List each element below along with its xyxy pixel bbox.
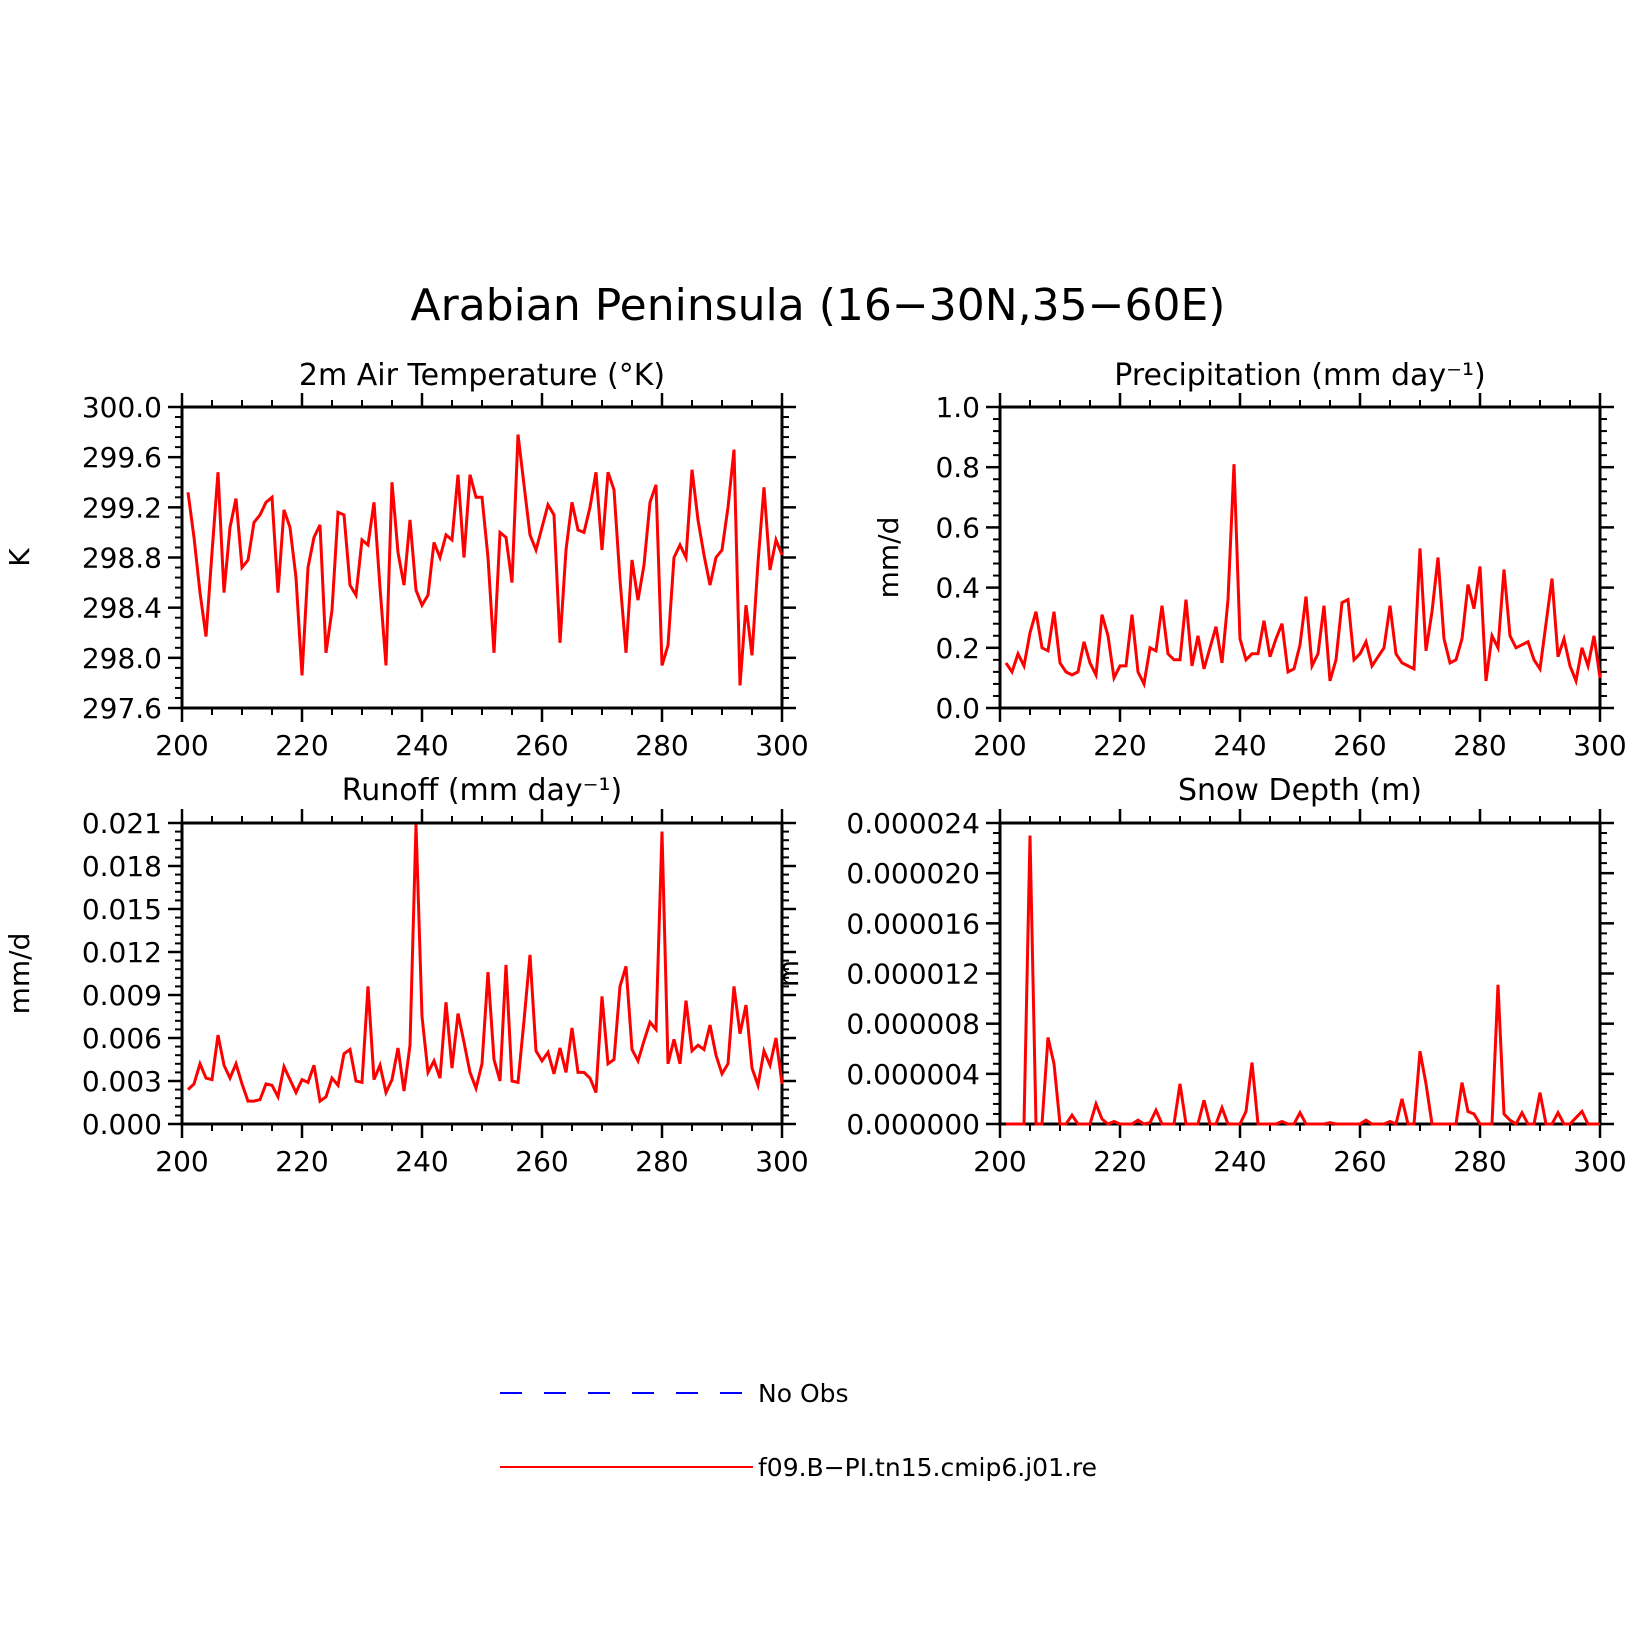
panel-title: 2m Air Temperature (°K) xyxy=(299,358,665,393)
plot-frame xyxy=(180,405,784,710)
x-tick-label: 200 xyxy=(155,729,208,762)
legend-label-model: f09.B−PI.tn15.cmip6.j01.re xyxy=(758,1453,1097,1482)
x-tick-label: 220 xyxy=(275,729,328,762)
y-tick-label: 0.0 xyxy=(935,692,980,725)
panel-title: Snow Depth (m) xyxy=(1178,773,1422,808)
y-tick-label: 297.6 xyxy=(82,692,162,725)
y-tick-label: 298.4 xyxy=(82,592,162,625)
x-tick-label: 280 xyxy=(1453,729,1506,762)
y-tick-label: 0.000020 xyxy=(846,857,980,890)
panel-2: Precipitation (mm day⁻¹) 0.0 0.2 0.4 0.6 0.8 1… xyxy=(872,358,1627,762)
y-tick-label: 0.000004 xyxy=(846,1058,980,1091)
plot-frame xyxy=(998,821,1602,1126)
y-tick-label: 0.8 xyxy=(935,451,980,484)
y-axis-label: mm/d xyxy=(872,517,905,599)
y-tick-label: 0.009 xyxy=(82,979,162,1012)
y-tick-label: 0.012 xyxy=(82,936,162,969)
x-tick-label: 300 xyxy=(1573,729,1626,762)
y-axis-label: K xyxy=(3,548,36,567)
panel-1: 2m Air Temperature (°K) 297.6 298.0 298.4 29… xyxy=(3,358,809,762)
plot-frame xyxy=(180,821,784,1126)
y-tick-label: 0.6 xyxy=(935,511,980,544)
series-line xyxy=(186,824,784,1104)
x-tick-label: 200 xyxy=(973,1145,1026,1178)
series-line xyxy=(1006,835,1600,1127)
y-tick-label: 298.0 xyxy=(82,642,162,675)
y-tick-label: 0.000 xyxy=(82,1108,162,1141)
x-tick-label: 260 xyxy=(515,729,568,762)
y-tick-label: 0.000016 xyxy=(846,907,980,940)
x-tick-label: 260 xyxy=(515,1145,568,1178)
y-tick-label: 0.000008 xyxy=(846,1008,980,1041)
panel-3: Runoff (mm day⁻¹) 0.000 0.003 0.006 0.009 0.0… xyxy=(3,773,809,1178)
y-tick-label: 0.015 xyxy=(82,893,162,926)
y-tick-label: 0.4 xyxy=(935,572,980,605)
figure-title: Arabian Peninsula (16−30N,35−60E) xyxy=(411,280,1226,331)
x-tick-label: 300 xyxy=(1573,1145,1626,1178)
x-tick-label: 240 xyxy=(395,729,448,762)
y-tick-label: 0.018 xyxy=(82,850,162,883)
x-tick-label: 200 xyxy=(973,729,1026,762)
y-tick-label: 0.000024 xyxy=(846,807,980,840)
x-tick-label: 260 xyxy=(1333,1145,1386,1178)
x-tick-label: 220 xyxy=(1093,729,1146,762)
x-tick-label: 240 xyxy=(1213,729,1266,762)
x-tick-label: 280 xyxy=(635,729,688,762)
y-tick-label: 0.021 xyxy=(82,807,162,840)
x-tick-label: 240 xyxy=(395,1145,448,1178)
x-tick-label: 200 xyxy=(155,1145,208,1178)
panel-title: Runoff (mm day⁻¹) xyxy=(342,773,623,808)
x-tick-label: 300 xyxy=(755,1145,808,1178)
y-tick-label: 300.0 xyxy=(82,391,162,424)
y-tick-label: 0.003 xyxy=(82,1065,162,1098)
y-axis-label: mm/d xyxy=(3,933,36,1015)
x-tick-label: 300 xyxy=(755,729,808,762)
y-tick-label: 0.006 xyxy=(82,1022,162,1055)
y-tick-label: 298.8 xyxy=(82,542,162,575)
x-tick-label: 220 xyxy=(1093,1145,1146,1178)
x-tick-label: 260 xyxy=(1333,729,1386,762)
panel-title: Precipitation (mm day⁻¹) xyxy=(1114,358,1485,393)
panel-4: Snow Depth (m) 0.000000 0.000004 0.000008 0.… xyxy=(772,773,1627,1178)
y-tick-label: 0.2 xyxy=(935,632,980,665)
y-tick-label: 0.000012 xyxy=(846,958,980,991)
x-tick-label: 280 xyxy=(1453,1145,1506,1178)
y-tick-label: 1.0 xyxy=(935,391,980,424)
series-line xyxy=(186,434,784,686)
series-line xyxy=(1004,464,1602,689)
y-tick-label: 299.2 xyxy=(82,491,162,524)
x-tick-label: 220 xyxy=(275,1145,328,1178)
y-tick-label: 299.6 xyxy=(82,441,162,474)
y-tick-label: 0.000000 xyxy=(846,1108,980,1141)
legend: No Obs f09.B−PI.tn15.cmip6.j01.re xyxy=(500,1379,1097,1482)
x-tick-label: 240 xyxy=(1213,1145,1266,1178)
legend-label-no-obs: No Obs xyxy=(758,1379,849,1408)
y-axis-label: m xyxy=(772,960,805,987)
x-tick-label: 280 xyxy=(635,1145,688,1178)
